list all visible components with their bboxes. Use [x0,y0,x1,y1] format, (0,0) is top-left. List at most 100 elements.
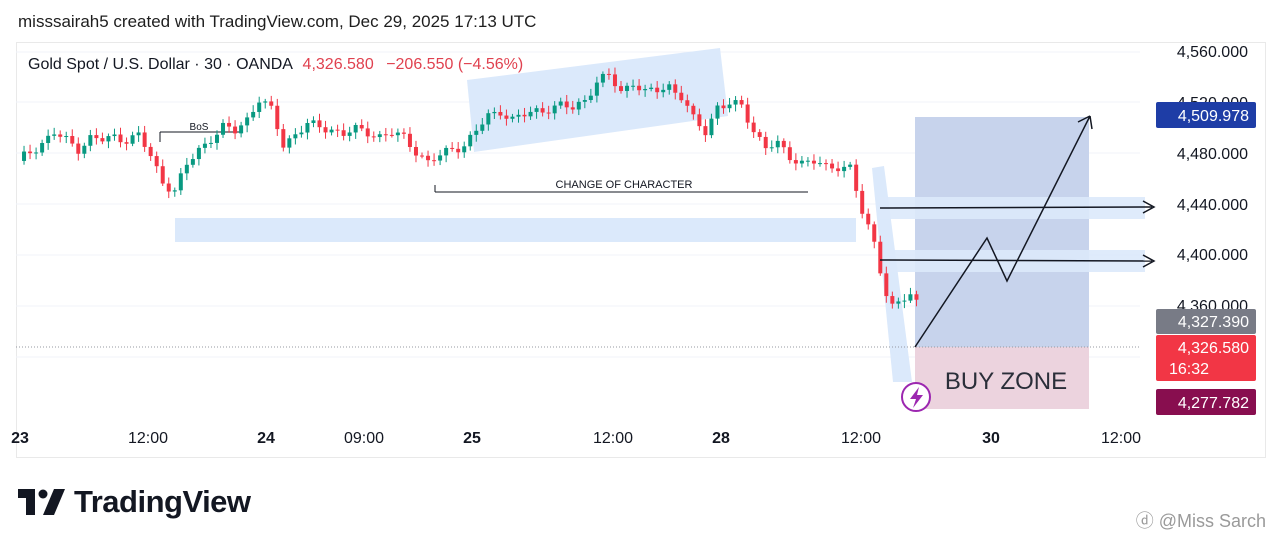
bos-label: BoS [190,122,209,133]
candle-body [395,132,400,136]
candle-body [685,100,690,106]
tradingview-logo-text: TradingView [74,484,251,519]
tradingview-logo[interactable]: TradingView [18,484,251,520]
symbol-name: Gold Spot / U.S. Dollar · 30 · OANDA [28,56,293,73]
symbol-change: −206.550 (−4.56%) [386,56,524,73]
candle-body [667,84,672,90]
candle-body [462,146,467,153]
candle-body [438,155,443,161]
candle-body [600,73,605,83]
candle-body [745,104,750,123]
prev-close-tag: 4,327.390 [1156,309,1256,334]
candle-body [214,134,219,143]
x-tick-label: 25 [463,430,481,447]
candle-body [908,294,913,301]
x-tick-label: 12:00 [128,430,168,447]
chart-frame [16,42,1266,458]
candle-body [612,74,617,87]
candle-body [673,84,678,93]
svg-text:4,326.580: 4,326.580 [1178,340,1249,357]
candle-body [848,164,853,167]
choch-label: CHANGE OF CHARACTER [556,179,693,191]
candle-body [251,111,256,118]
tradingview-logo-icon [18,489,65,515]
watermark: ⓓ @Miss Sarch [1136,507,1266,533]
candle-body [359,125,364,129]
symbol-price: 4,326.580 [302,56,374,73]
svg-text:4,327.390: 4,327.390 [1178,314,1249,331]
symbol-legend[interactable]: Gold Spot / U.S. Dollar · 30 · OANDA 4,3… [28,56,523,74]
candle-body [643,89,648,91]
candle-body [432,160,437,162]
buy-zone-label: BUY ZONE [945,368,1067,395]
candle-body [456,148,461,153]
candle-body [474,130,479,135]
candle-body [570,107,575,110]
candle-body [82,145,87,154]
x-tick-label: 23 [11,430,29,447]
candle-body [106,136,111,142]
candle-body [76,143,81,154]
candle-body [552,105,557,114]
candle-body [118,134,123,143]
target-arrow-1 [879,200,1156,214]
candle-body [637,85,642,91]
candle-body [594,82,599,96]
candle-body [444,147,449,156]
svg-text:4,509.978: 4,509.978 [1178,108,1249,125]
candle-body [275,105,280,130]
candle-body [914,294,919,300]
candle-body [233,126,238,134]
candle-body [691,105,696,115]
stop-price-tag: 4,277.782 [1156,389,1256,415]
candle-body [166,183,171,192]
candle-body [299,132,304,135]
candle-body [878,241,883,274]
lightning-icon[interactable] [901,382,931,412]
x-tick-label: 12:00 [593,430,633,447]
candle-body [528,111,533,117]
candle-body [564,101,569,108]
candle-body [733,100,738,105]
candle-body [281,129,286,148]
candle-body [136,132,141,136]
candle-body [148,146,153,157]
candle-body [64,136,69,138]
candle-body [661,89,666,93]
candle-body [588,95,593,101]
candle-body [221,122,226,135]
candle-body [172,190,177,192]
candle-body [365,128,370,137]
candle-body [739,100,744,105]
target-arrow-2 [879,254,1156,268]
candle-body [703,126,708,136]
candle-body [805,160,810,162]
candle-body [142,132,147,147]
candle-body [257,102,262,112]
candle-body [407,133,412,147]
candle-body [450,147,455,149]
candle-body [540,108,545,113]
candle-body [872,224,877,242]
candle-body [793,160,798,164]
candle-body [52,134,57,136]
candle-body [184,164,189,174]
candle-body [679,92,684,101]
last-price-tag: 4,326.580 16:32 [1156,335,1256,381]
candle-body [341,130,346,136]
x-tick-label: 09:00 [344,430,384,447]
candle-body [245,117,250,126]
candle-body [353,125,358,133]
watermark-text: Miss Sarch [1176,511,1266,531]
candle-body [468,134,473,147]
candle-body [94,135,99,139]
chart-attribution: misssairah5 created with TradingView.com… [18,12,537,31]
candle-body [202,143,207,148]
buy-zone [915,347,1089,409]
candle-body [697,114,702,127]
candle-body [335,129,340,131]
candlestick-series [22,67,919,309]
candle-body [208,142,213,144]
candle-body [516,114,521,117]
